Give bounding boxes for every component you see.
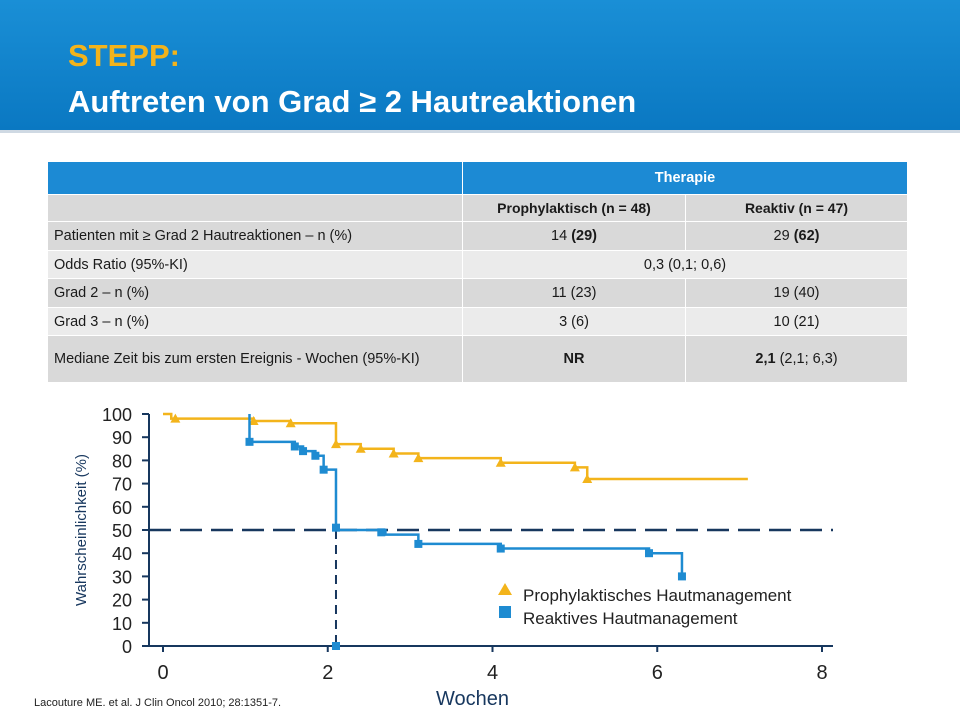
data-point-prophylactic — [413, 453, 424, 463]
odds-ratio-value: 0,3 (0,1; 0,6) — [462, 250, 908, 279]
row-label: Grad 3 – n (%) — [47, 307, 463, 336]
data-point-reactive — [245, 437, 254, 446]
data-point-prophylactic — [330, 439, 341, 449]
reactive-column-header: Reaktiv (n = 47) — [685, 194, 908, 222]
series-line-reactive — [248, 414, 684, 577]
reactive-count: 29 — [773, 228, 790, 244]
slide-title: STEPP: — [68, 38, 180, 73]
y-tick-label: 80 — [112, 451, 132, 471]
table-row: Grad 3 – n (%) 3 (6) 10 (21) — [47, 307, 908, 336]
legend-marker-reactive — [499, 606, 511, 618]
legend-label: Reaktives Hautmanagement — [523, 609, 738, 628]
row-label: Odds Ratio (95%-KI) — [47, 250, 463, 279]
data-point-prophylactic — [495, 457, 506, 467]
prophylactic-value: 14 (29) — [462, 221, 686, 251]
prophylactic-value: 3 (6) — [462, 307, 686, 336]
data-point-prophylactic — [170, 413, 181, 423]
data-point-prophylactic — [248, 415, 259, 425]
y-tick-label: 90 — [112, 428, 132, 448]
prophylactic-value: NR — [462, 335, 686, 383]
y-tick-label: 50 — [112, 521, 132, 541]
table-row: Odds Ratio (95%-KI) 0,3 (0,1; 0,6) — [47, 250, 908, 279]
citation: Lacouture ME. et al. J Clin Oncol 2010; … — [34, 697, 282, 709]
reactive-percent: (62) — [793, 228, 820, 244]
data-point-prophylactic — [582, 473, 593, 483]
y-tick-label: 20 — [112, 591, 132, 611]
row-label: Mediane Zeit bis zum ersten Ereignis - W… — [47, 335, 463, 383]
title-banner: STEPP: Auftreten von Grad ≥ 2 Hautreakti… — [0, 0, 960, 133]
table-corner-cell — [47, 161, 463, 195]
table-subheader-blank — [47, 194, 463, 222]
y-tick-label: 40 — [112, 544, 132, 564]
data-point-reactive — [290, 442, 299, 451]
results-table: Therapie Prophylaktisch (n = 48) Reaktiv… — [47, 161, 908, 383]
x-tick-label: 8 — [816, 662, 827, 684]
y-tick-label: 10 — [112, 614, 132, 634]
reactive-value: 19 (40) — [685, 278, 908, 308]
reactive-value: 10 (21) — [685, 307, 908, 336]
prophylactic-count: 14 — [551, 228, 568, 244]
data-point-prophylactic — [285, 418, 296, 428]
legend-marker-prophylactic — [498, 583, 512, 595]
y-axis-label: Wahrscheinlichkeit (%) — [73, 454, 90, 606]
row-label: Patienten mit ≥ Grad 2 Hautreaktionen – … — [47, 221, 463, 251]
x-tick-label: 2 — [322, 662, 333, 684]
prophylactic-value: 11 (23) — [462, 278, 686, 308]
therapy-header: Therapie — [462, 161, 908, 195]
x-axis-label: Wochen — [436, 688, 509, 710]
data-point-reactive — [496, 544, 505, 553]
x-tick-label: 4 — [487, 662, 498, 684]
prophylactic-percent: (29) — [571, 228, 597, 244]
data-point-reactive — [645, 549, 654, 558]
y-tick-label: 30 — [112, 567, 132, 587]
table-row: Mediane Zeit bis zum ersten Ereignis - W… — [47, 335, 908, 383]
data-point-reactive — [331, 642, 340, 650]
y-tick-label: 0 — [122, 637, 132, 657]
table-header-row: Therapie — [47, 161, 908, 195]
y-tick-label: 100 — [102, 405, 132, 425]
y-tick-label: 70 — [112, 475, 132, 495]
x-tick-label: 0 — [157, 662, 168, 684]
data-point-reactive — [331, 523, 340, 532]
data-point-reactive — [677, 572, 686, 581]
table-subheader-row: Prophylaktisch (n = 48) Reaktiv (n = 47) — [47, 194, 908, 222]
data-point-reactive — [414, 539, 423, 548]
reactive-ci: (2,1; 6,3) — [779, 351, 838, 367]
data-point-prophylactic — [355, 443, 366, 453]
prophylactic-column-header: Prophylaktisch (n = 48) — [462, 194, 686, 222]
y-tick-label: 60 — [112, 498, 132, 518]
x-tick-label: 6 — [652, 662, 663, 684]
data-point-reactive — [377, 528, 386, 537]
data-point-prophylactic — [569, 462, 580, 472]
data-point-reactive — [311, 451, 320, 460]
reactive-value: 2,1 (2,1; 6,3) — [685, 335, 908, 383]
data-point-reactive — [299, 447, 308, 456]
data-point-reactive — [319, 465, 328, 474]
reactive-median: 2,1 — [755, 351, 776, 367]
legend-label: Prophylaktisches Hautmanagement — [523, 586, 792, 605]
data-point-prophylactic — [388, 448, 399, 458]
slide-subtitle: Auftreten von Grad ≥ 2 Hautreaktionen — [68, 84, 637, 119]
